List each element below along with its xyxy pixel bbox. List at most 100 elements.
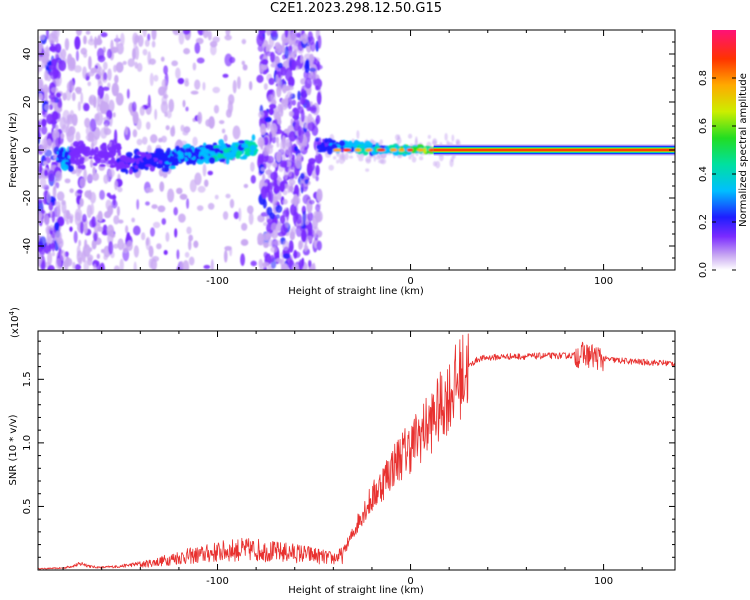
spectrogram-cell [349,155,354,159]
figure-title: C2E1.2023.298.12.50.G15 [269,1,443,16]
spectrogram-cell [54,221,60,231]
spectrogram-cell [226,144,231,148]
spectrogram-cell [432,161,437,167]
spectrogram-cell [87,173,94,182]
spectrogram-cell [183,126,191,134]
spectrogram-cell [83,103,90,112]
spectrogram-cell [248,212,254,225]
spectrogram-cell [315,164,320,176]
spectrogram-cell [238,140,245,144]
spectrogram-cell [249,144,257,152]
spectrogram-cell [65,257,73,267]
spectrogram-cell [312,215,319,230]
spectrogram-cell [262,146,270,157]
spectrogram-cell [120,168,127,173]
spectrogram-cell [222,73,229,78]
spectrogram-cell [268,77,275,86]
spectrogram-cell [65,161,69,165]
spectrogram-cell [301,257,305,267]
spectrogram-cell [66,129,75,143]
spectrogram-cell [97,85,105,99]
spectrogram-cell [75,149,82,156]
spectrogram-cell [152,221,161,229]
spectrogram-cell [47,251,53,266]
spectrogram-cell [188,158,194,165]
snr-ytick-label: 0.5 [22,498,33,514]
snr-ticks: -100 0 100 0.5 1.0 1.5 [22,331,675,587]
spectrogram-cell [285,85,294,91]
spectrogram-cell [407,133,413,139]
spectrogram-cell [61,156,65,160]
spectrogram-cell [317,34,322,49]
spectrogram-cell [247,205,254,214]
spectrogram-cell [304,77,312,89]
spectrogram-cell [51,251,56,257]
spectrogram-ticks: -100 0 100 -40 -20 0 20 40 [22,30,675,287]
spectrogram-cell [221,128,226,134]
spectrogram-cell [68,151,75,157]
spectrogram-cell [316,91,322,105]
spectrogram-cell [197,159,202,163]
spectrogram-cell [108,99,115,112]
spectrogram-cell [56,191,65,201]
spectrogram-cell [290,182,294,194]
spectrogram-cell [305,58,310,70]
spectrogram-cell [100,32,108,38]
spectrogram-cell [157,148,162,152]
spectrogram-cell [111,82,119,97]
spectrogram-cell [269,182,273,191]
spectrogram-cell [178,31,185,45]
spectrogram-cell [85,133,94,141]
spectrogram-cell [264,116,272,123]
spectrogram-cell [47,169,55,182]
spectrogram-cell [43,103,50,111]
spectrogram-cell [131,158,137,162]
spectrogram-cell [282,253,291,259]
spectrogram-cell [102,61,108,70]
spectrogram-cell [202,163,207,177]
spectrogram-cell [304,178,309,185]
spectrogram-cell [284,219,289,228]
spectrogram-cell [275,74,279,84]
spectrogram-cell [81,214,87,223]
spectrogram-cell [242,64,248,71]
spectrogram-cell [102,142,107,146]
spectrogram-cell [257,136,265,148]
snr-xlabel: Height of straight line (km) [288,585,424,596]
spectrogram-cell [51,110,59,121]
spectrogram-cell [316,188,323,202]
spectrogram-cell [257,214,265,223]
spectrogram-cell [188,256,195,266]
spectrogram-cell [193,240,199,248]
spectrogram-cell [314,78,323,89]
spectrogram-cell [265,51,273,57]
spectrogram-cell [64,151,68,159]
spectrogram-cell [225,149,231,153]
spectrogram-cell [194,172,202,186]
spectrogram-cell [285,207,290,222]
spectrogram-cell [184,152,188,156]
spectrogram-cell [112,112,116,118]
spectrogram-cell [107,68,112,81]
spectrogram-cell [327,147,333,155]
spectrogram-cell [183,48,191,55]
spectrogram-cell [202,153,209,158]
spectrogram-cell [275,151,282,163]
spectrogram-cell [293,145,298,152]
spectrogram-cell [38,217,42,223]
spectrogram-cell [354,148,361,152]
spectrogram-cell [217,153,223,159]
spectrogram-cell [160,56,165,62]
spectrogram-cell [288,130,297,142]
spectrogram-cell [61,164,69,171]
spectrogram-cell [114,74,119,84]
spectrogram-cell [44,149,53,157]
spectrogram-cell [48,201,54,211]
spectrogram-cell [240,239,249,246]
spectrogram-cell [250,175,256,184]
spectrogram-cell [205,119,212,127]
spectrogram-cell [269,131,273,143]
spectrogram-cell [120,32,125,46]
spectrogram-cell [271,222,278,232]
spectrogram-cell [80,164,86,170]
